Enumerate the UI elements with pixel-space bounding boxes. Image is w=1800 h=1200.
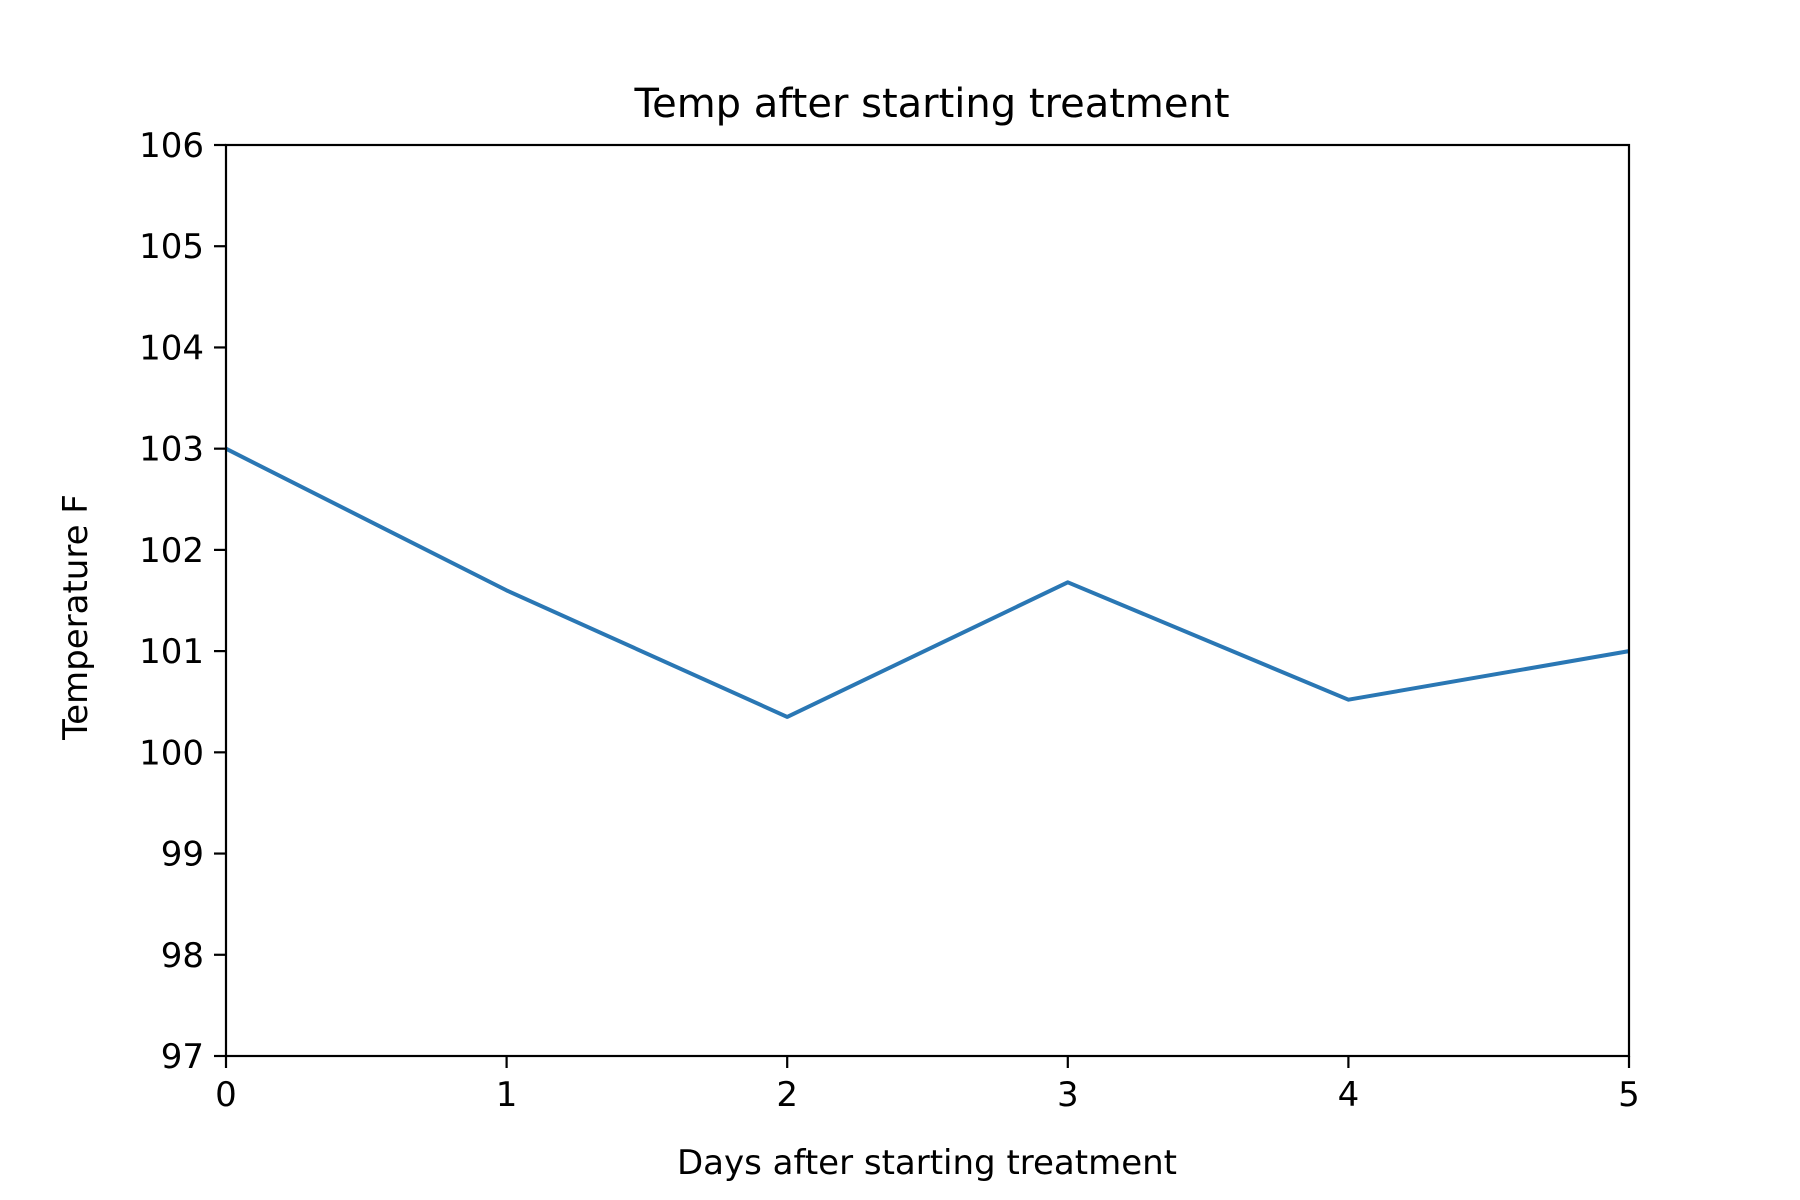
- y-tick-label: 106: [139, 126, 204, 166]
- x-tick-label: 3: [1057, 1075, 1079, 1115]
- y-axis-label: Temperature F: [56, 494, 96, 741]
- x-tick-label: 1: [496, 1075, 518, 1115]
- y-tick-label: 101: [139, 632, 204, 672]
- y-tick-label: 102: [139, 531, 204, 571]
- chart-title: Temp after starting treatment: [633, 81, 1229, 127]
- y-tick-label: 98: [161, 936, 204, 976]
- x-tick-label: 4: [1338, 1075, 1360, 1115]
- y-tick-label: 99: [161, 835, 204, 875]
- y-tick-label: 100: [139, 733, 204, 773]
- series-line: [225, 446, 1630, 719]
- plot-area-frame: [224, 143, 1631, 1058]
- y-tick-label: 97: [161, 1037, 204, 1077]
- y-tick-label: 103: [139, 430, 204, 470]
- axis-ticks: 0 1 2 3 4 5 97 98 99 100 101 102 103 104 105 106: [139, 126, 1640, 1115]
- x-tick-label: 0: [215, 1075, 237, 1115]
- y-tick-label: 104: [139, 328, 204, 368]
- y-tick-label: 105: [139, 227, 204, 267]
- x-tick-label: 5: [1618, 1075, 1640, 1115]
- x-tick-label: 2: [776, 1075, 798, 1115]
- x-axis-label: Days after starting treatment: [677, 1143, 1177, 1183]
